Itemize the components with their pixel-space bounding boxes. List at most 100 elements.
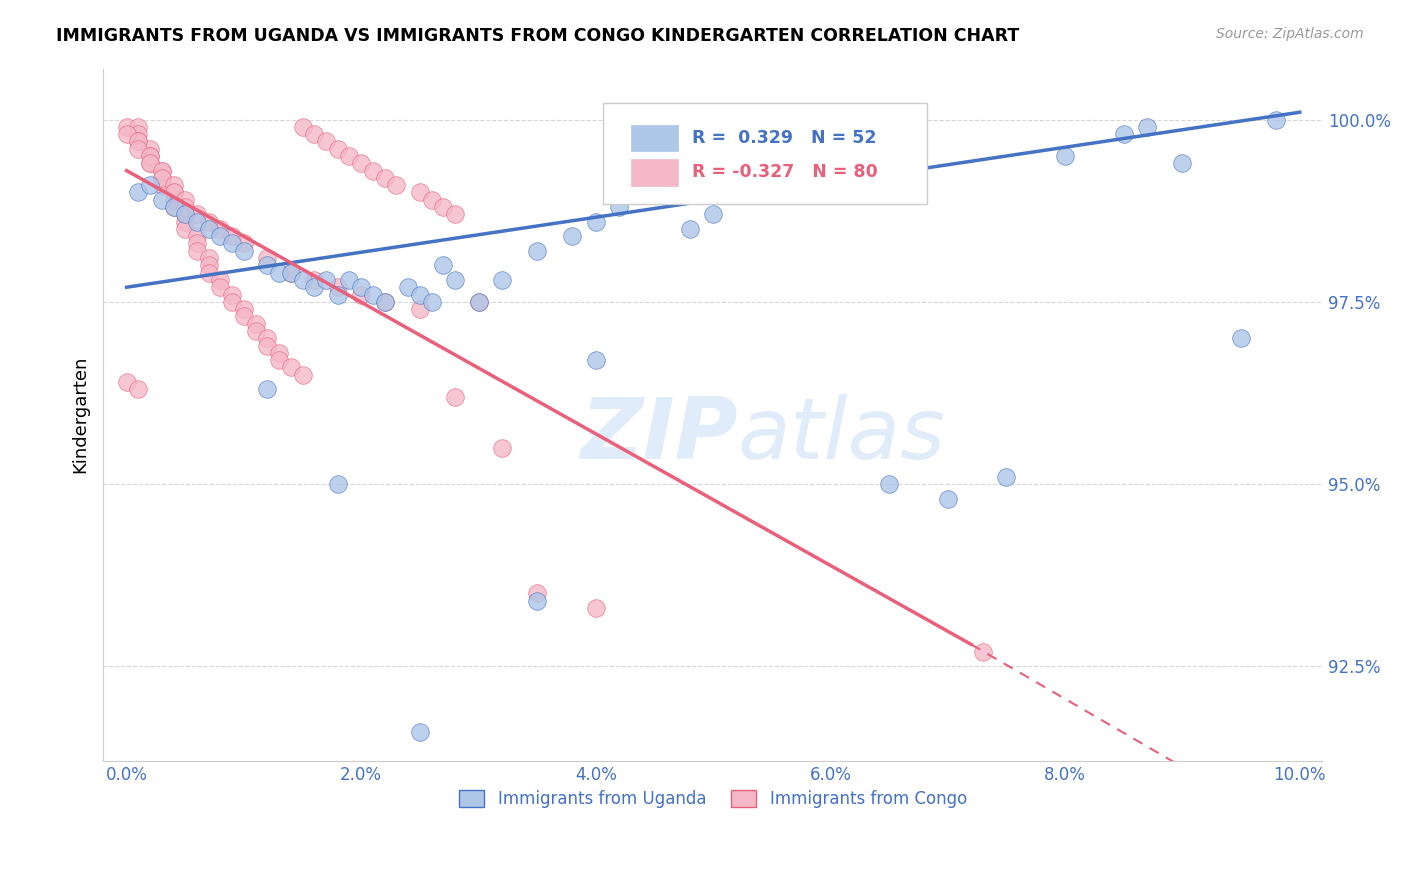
Point xyxy=(877,477,900,491)
Point xyxy=(162,178,184,193)
Point xyxy=(150,170,173,185)
Point xyxy=(127,135,149,149)
Point xyxy=(162,186,184,200)
Point xyxy=(385,178,408,193)
Point xyxy=(350,156,373,170)
Point xyxy=(209,280,232,294)
Point xyxy=(127,186,149,200)
Bar xyxy=(631,160,678,186)
Point xyxy=(585,601,607,615)
Point xyxy=(467,294,489,309)
Text: IMMIGRANTS FROM UGANDA VS IMMIGRANTS FROM CONGO KINDERGARTEN CORRELATION CHART: IMMIGRANTS FROM UGANDA VS IMMIGRANTS FRO… xyxy=(56,27,1019,45)
Point xyxy=(1265,112,1288,127)
Point xyxy=(127,382,149,396)
Point xyxy=(326,287,349,301)
Point xyxy=(315,135,337,149)
Point xyxy=(221,229,243,244)
Point xyxy=(209,273,232,287)
Point xyxy=(420,193,443,207)
Point xyxy=(139,142,162,156)
Point xyxy=(209,222,232,236)
Point xyxy=(221,294,243,309)
Point xyxy=(186,214,208,228)
Point xyxy=(115,127,138,141)
Point xyxy=(326,477,349,491)
Point xyxy=(150,193,173,207)
Point xyxy=(256,331,278,345)
Text: R =  0.329   N = 52: R = 0.329 N = 52 xyxy=(692,128,877,147)
Point xyxy=(186,207,208,221)
Point xyxy=(280,266,302,280)
Point xyxy=(761,170,783,185)
Point xyxy=(256,251,278,265)
Point xyxy=(197,266,219,280)
Point xyxy=(409,287,432,301)
Point xyxy=(197,214,219,228)
Point xyxy=(444,207,467,221)
Point xyxy=(174,214,197,228)
Point xyxy=(291,120,314,134)
Point xyxy=(491,273,513,287)
Point xyxy=(702,207,724,221)
Point xyxy=(232,244,254,258)
Point xyxy=(139,149,162,163)
Point xyxy=(139,149,162,163)
Point xyxy=(315,273,337,287)
Point xyxy=(174,222,197,236)
Point xyxy=(269,346,291,360)
Point xyxy=(280,266,302,280)
Point xyxy=(585,214,607,228)
Point xyxy=(1230,331,1253,345)
Point xyxy=(269,353,291,368)
Point xyxy=(174,207,197,221)
Point xyxy=(374,294,396,309)
Point xyxy=(256,258,278,272)
Point xyxy=(1171,156,1194,170)
Point xyxy=(820,156,842,170)
Point xyxy=(280,360,302,375)
Point xyxy=(150,178,173,193)
Point xyxy=(936,491,959,506)
Point xyxy=(150,170,173,185)
Point xyxy=(232,302,254,317)
Point xyxy=(174,207,197,221)
Point xyxy=(526,586,548,600)
Point xyxy=(197,222,219,236)
Point xyxy=(432,200,454,214)
Point xyxy=(232,310,254,324)
Point xyxy=(186,236,208,251)
Point xyxy=(972,645,994,659)
Point xyxy=(232,236,254,251)
Point xyxy=(561,229,583,244)
Point xyxy=(326,142,349,156)
Point xyxy=(115,375,138,389)
Point xyxy=(304,127,326,141)
Point xyxy=(127,127,149,141)
Point xyxy=(127,142,149,156)
Point xyxy=(115,120,138,134)
Point xyxy=(361,287,384,301)
Point xyxy=(679,222,702,236)
Legend: Immigrants from Uganda, Immigrants from Congo: Immigrants from Uganda, Immigrants from … xyxy=(453,783,973,815)
Point xyxy=(245,317,267,331)
Point xyxy=(197,258,219,272)
Point xyxy=(409,186,432,200)
Point xyxy=(150,163,173,178)
Point xyxy=(139,156,162,170)
Point xyxy=(526,593,548,607)
Text: Source: ZipAtlas.com: Source: ZipAtlas.com xyxy=(1216,27,1364,41)
Point xyxy=(127,135,149,149)
Point xyxy=(467,294,489,309)
Point xyxy=(432,258,454,272)
Point xyxy=(339,149,361,163)
Point xyxy=(526,244,548,258)
Point xyxy=(1136,120,1159,134)
Point xyxy=(409,302,432,317)
Point xyxy=(796,163,818,178)
Point xyxy=(444,273,467,287)
Point xyxy=(326,280,349,294)
Point xyxy=(162,186,184,200)
Point xyxy=(339,273,361,287)
Point xyxy=(396,280,419,294)
Point xyxy=(174,193,197,207)
